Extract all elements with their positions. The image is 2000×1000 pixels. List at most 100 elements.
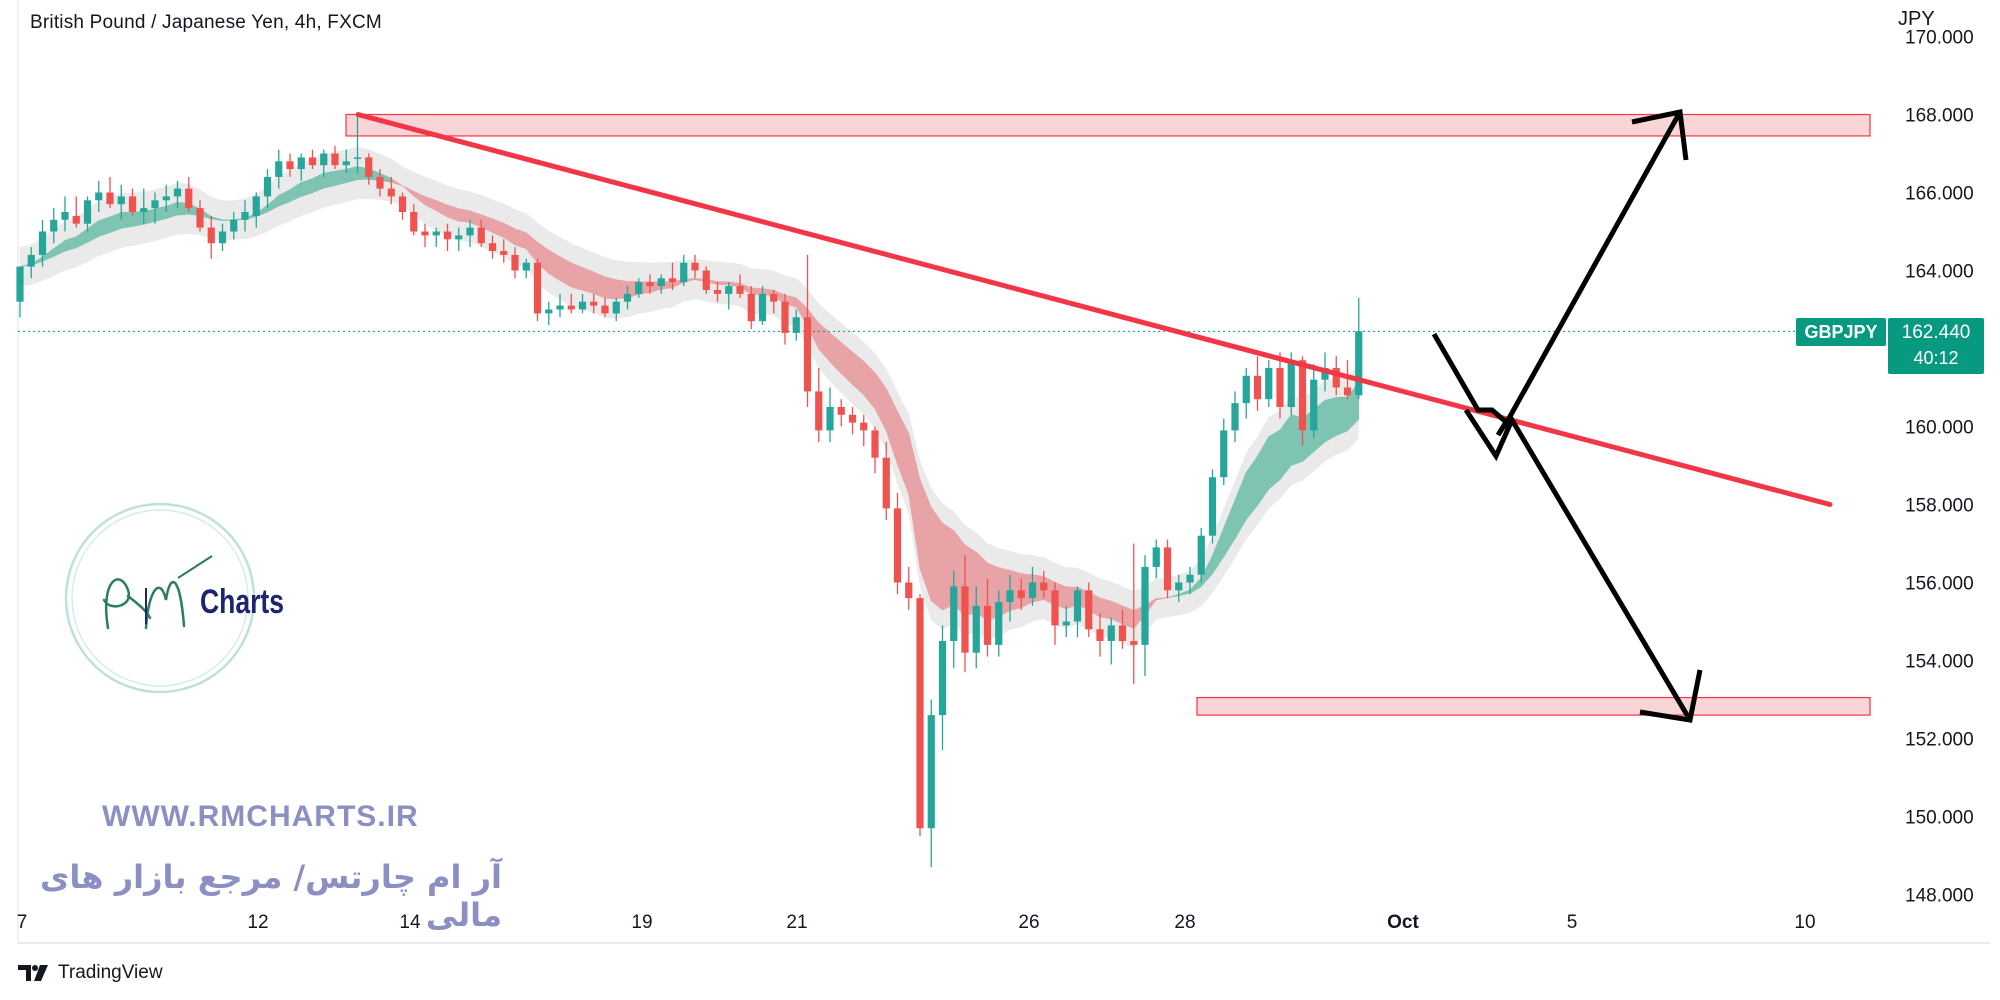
candle-body xyxy=(657,278,665,287)
candle xyxy=(1186,566,1194,595)
candle-body xyxy=(27,254,35,267)
candle xyxy=(1310,364,1318,439)
candle xyxy=(1118,609,1127,649)
candle-body xyxy=(893,508,902,583)
candle xyxy=(185,176,193,212)
candle xyxy=(151,192,159,224)
candle-body xyxy=(38,231,47,255)
time-tick-label: 19 xyxy=(631,912,652,933)
resistance-zone xyxy=(345,113,1871,137)
candle-body xyxy=(455,235,463,240)
candle-body xyxy=(117,196,125,205)
candle-body xyxy=(16,266,24,302)
candle xyxy=(410,204,418,236)
candle xyxy=(556,293,564,318)
ma-ribbon-segment xyxy=(750,287,763,295)
candle xyxy=(1141,555,1149,677)
tradingview-brand[interactable]: TradingView xyxy=(18,962,163,984)
candle-body xyxy=(488,243,497,251)
candle-body xyxy=(646,282,654,287)
candle xyxy=(1085,582,1093,638)
candle xyxy=(207,215,215,259)
candle-body xyxy=(275,161,283,177)
ma-ribbon-segment xyxy=(1099,597,1112,620)
candle-body xyxy=(1220,430,1228,478)
candle xyxy=(455,227,463,251)
price-tick-label: 168.000 xyxy=(1905,106,1974,127)
price-tick-label: 150.000 xyxy=(1905,808,1974,829)
candle-body xyxy=(995,602,1003,645)
candle xyxy=(1017,578,1025,610)
candle xyxy=(252,192,260,228)
candle-body xyxy=(1242,375,1250,404)
candle-body xyxy=(612,301,620,314)
candle-body xyxy=(680,262,688,283)
candle xyxy=(1062,605,1070,638)
candle-body xyxy=(95,192,103,201)
candle-body xyxy=(522,262,530,271)
candle-body xyxy=(218,231,227,244)
tradingview-name: TradingView xyxy=(58,962,163,983)
candle-body xyxy=(590,301,598,306)
tradingview-logo-icon xyxy=(18,965,48,981)
candle xyxy=(815,368,823,443)
candle-body xyxy=(668,278,677,283)
candle xyxy=(1073,586,1082,638)
candle-body xyxy=(106,192,114,205)
candle-body xyxy=(1310,379,1318,431)
candle xyxy=(995,590,1003,657)
candle xyxy=(297,153,305,181)
candle-body xyxy=(1040,582,1048,591)
price-axis[interactable]: 170.000 168.000 166.000 164.000 160.000 158.0… xyxy=(1905,28,1974,907)
candle xyxy=(646,274,654,294)
ma-ribbon-segment xyxy=(458,208,471,223)
candle xyxy=(275,149,283,189)
candle-countdown: 40:12 xyxy=(1913,348,1959,368)
candle-body xyxy=(1152,547,1160,567)
chart-title[interactable]: British Pound / Japanese Yen, 4h, FXCM xyxy=(30,12,382,33)
candle-body xyxy=(815,391,823,431)
candle xyxy=(950,570,958,669)
candle xyxy=(27,247,35,279)
candle xyxy=(848,407,857,435)
candle xyxy=(1028,566,1037,606)
candle xyxy=(635,278,643,298)
candle-body xyxy=(308,157,317,166)
time-tick-label: 28 xyxy=(1174,912,1195,933)
candle xyxy=(230,212,238,240)
time-tick-label: 12 xyxy=(247,912,268,933)
candle-body xyxy=(1355,331,1363,396)
candle-body xyxy=(1096,629,1104,641)
candle xyxy=(432,227,440,248)
candle xyxy=(1231,391,1239,443)
candle-body xyxy=(635,282,643,294)
price-tick-label: 158.000 xyxy=(1905,496,1974,517)
candle xyxy=(466,219,474,248)
candle-body xyxy=(736,286,744,294)
candle-body xyxy=(297,157,305,170)
candle-body xyxy=(1208,477,1217,536)
time-axis[interactable]: 7 12 14 19 21 26 28 Oct 5 10 xyxy=(17,912,1816,933)
price-tick-label: 170.000 xyxy=(1905,28,1974,49)
candle-body xyxy=(151,200,159,209)
candle xyxy=(16,266,24,318)
candle-body xyxy=(83,200,92,224)
candle xyxy=(365,153,373,185)
price-pane[interactable] xyxy=(16,108,1885,868)
candle xyxy=(657,274,665,294)
candle xyxy=(342,149,350,173)
candle-body xyxy=(725,286,733,294)
candle xyxy=(511,247,519,279)
candle-body xyxy=(871,430,879,458)
candle-body xyxy=(230,219,238,232)
candle xyxy=(140,188,148,224)
candle-body xyxy=(50,219,58,232)
candle xyxy=(308,149,317,170)
candle-body xyxy=(185,188,193,209)
candle xyxy=(770,290,778,314)
candle-body xyxy=(1107,625,1115,641)
watermark-tagline: آر ام چارتس/ مرجع بازار های مالی xyxy=(40,858,502,934)
candle-body xyxy=(578,301,587,310)
price-tick-label: 166.000 xyxy=(1905,184,1974,205)
candle xyxy=(477,219,485,248)
